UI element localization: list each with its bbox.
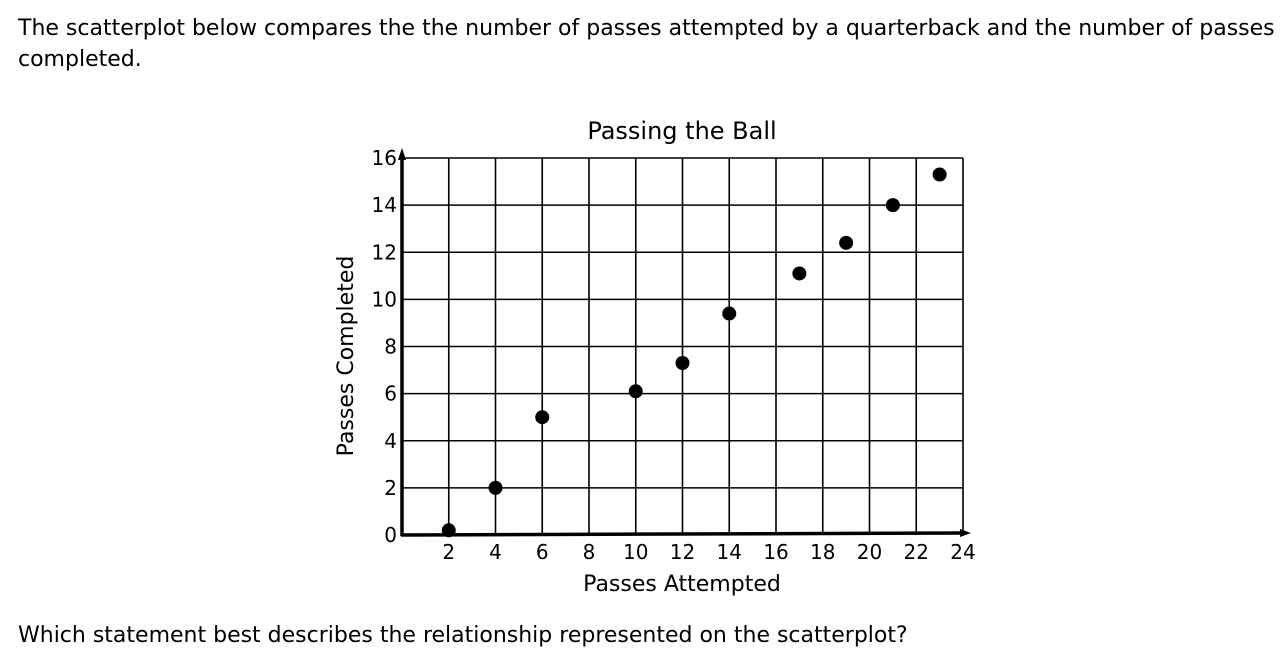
- question-intro: The scatterplot below compares the the n…: [18, 16, 1275, 72]
- x-tick-label: 10: [623, 540, 648, 564]
- x-tick-label: 2: [442, 540, 455, 564]
- data-point: [488, 480, 503, 495]
- y-tick-label: 8: [384, 335, 397, 359]
- y-tick-label: 2: [384, 476, 397, 500]
- x-tick-label: 16: [763, 540, 788, 564]
- y-tick-label: 14: [372, 193, 397, 217]
- x-tick-label: 8: [583, 540, 596, 564]
- x-axis-line: [400, 531, 966, 537]
- x-axis-title: Passes Attempted: [583, 572, 781, 597]
- data-point: [792, 266, 807, 281]
- x-tick-label: 18: [810, 540, 835, 564]
- x-tick-label: 22: [904, 540, 929, 564]
- x-tick-label: 4: [489, 540, 502, 564]
- data-point: [932, 167, 947, 182]
- y-tick-label: 12: [372, 240, 397, 264]
- y-tick-label: 0: [384, 523, 397, 547]
- data-point: [722, 306, 737, 321]
- data-point: [885, 198, 900, 213]
- x-axis-arrow: [960, 529, 971, 537]
- y-tick-label: 6: [384, 382, 397, 406]
- data-point: [839, 235, 854, 250]
- chart-points: [441, 167, 947, 538]
- y-tick-label: 16: [372, 146, 397, 170]
- x-tick-label: 12: [670, 540, 695, 564]
- chart-axes: [398, 148, 971, 537]
- y-tick-label: 10: [372, 287, 397, 311]
- chart-grid: [402, 157, 964, 535]
- question-prompt: Which statement best describes the relat…: [18, 623, 908, 648]
- y-axis-arrow: [398, 148, 406, 160]
- x-tick-label: 20: [857, 540, 882, 564]
- x-tick-label: 14: [717, 540, 742, 564]
- data-point: [441, 523, 456, 538]
- x-tick-label: 24: [950, 540, 975, 564]
- x-tick-label: 6: [536, 540, 549, 564]
- y-axis-title: Passes Completed: [334, 256, 359, 457]
- data-point: [535, 410, 550, 425]
- y-tick-label: 4: [384, 429, 397, 453]
- data-point: [628, 384, 643, 399]
- chart-title: Passing the Ball: [587, 117, 776, 145]
- data-point: [675, 355, 690, 370]
